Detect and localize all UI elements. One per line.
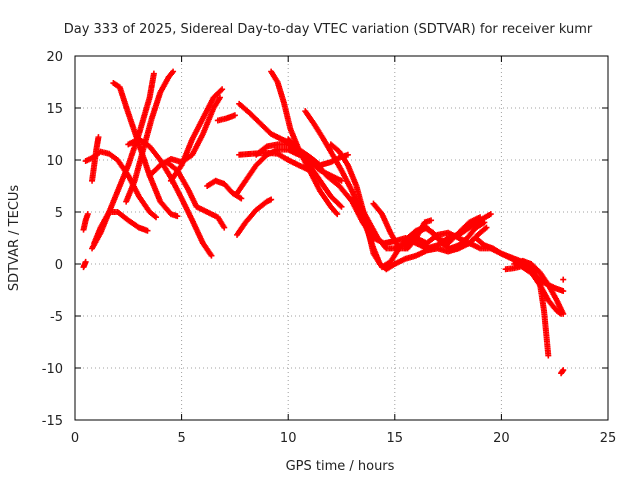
y-axis-label: SDTVAR / TECUs [7, 185, 22, 292]
data-point-plus-marker [483, 224, 490, 231]
axis-ticks: 0 5 10 15 20 25 -15 -10 -5 0 5 10 15 20 [42, 50, 617, 446]
x-tick-label: 20 [493, 431, 510, 446]
data-point-plus-marker [481, 219, 488, 226]
y-tick-label: -15 [42, 414, 63, 429]
x-tick-label: 5 [177, 431, 185, 446]
data-point-plus-marker [560, 276, 567, 283]
data-point-plus-marker [560, 367, 567, 374]
y-tick-label: 10 [46, 154, 63, 169]
y-tick-label: 0 [55, 258, 63, 273]
data-point-plus-marker [84, 211, 91, 218]
data-point-plus-marker [231, 112, 238, 119]
data-point-plus-marker [560, 288, 567, 295]
data-point-plus-marker [238, 195, 245, 202]
data-point-plus-marker [558, 310, 565, 317]
x-tick-label: 15 [387, 431, 404, 446]
y-tick-label: 15 [46, 102, 63, 117]
data-point-plus-marker [95, 134, 102, 141]
x-axis-label: GPS time / hours [286, 459, 395, 474]
x-tick-label: 0 [71, 431, 79, 446]
data-marks [80, 68, 567, 377]
plot-frame [74, 55, 609, 421]
data-point-plus-marker [487, 211, 494, 218]
data-point-plus-marker [153, 214, 160, 221]
data-point-plus-marker [338, 203, 345, 210]
data-point-plus-marker [150, 70, 157, 77]
chart-title: Day 333 of 2025, Sidereal Day-to-day VTE… [64, 22, 593, 37]
x-tick-label: 10 [280, 431, 297, 446]
data-point-plus-marker [334, 211, 341, 218]
data-point-plus-marker [208, 252, 215, 259]
data-point-plus-marker [174, 213, 181, 220]
data-point-plus-marker [268, 196, 275, 203]
y-tick-label: -5 [50, 310, 63, 325]
data-point-plus-marker [82, 258, 89, 265]
y-tick-label: -10 [42, 362, 63, 377]
x-tick-label: 25 [600, 431, 617, 446]
data-point-plus-marker [337, 202, 344, 209]
data-point-plus-marker [344, 151, 351, 158]
y-tick-label: 20 [46, 50, 63, 65]
data-point-plus-marker [144, 227, 151, 234]
data-point-plus-marker [170, 68, 177, 75]
data-point-plus-marker [477, 214, 484, 221]
data-point-plus-marker [221, 224, 228, 231]
data-point-plus-marker [428, 217, 435, 224]
data-point-plus-marker [545, 352, 552, 359]
data-point-plus-marker [219, 86, 226, 93]
y-tick-label: 5 [55, 206, 63, 221]
data-point-plus-marker [216, 94, 223, 101]
